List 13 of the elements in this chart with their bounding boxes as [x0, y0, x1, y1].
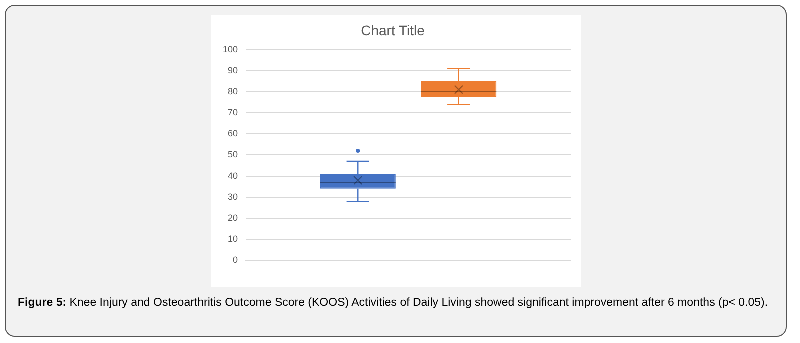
y-tick-label: 90	[228, 65, 238, 76]
y-tick-label: 40	[228, 170, 238, 181]
y-tick-label: 60	[228, 128, 238, 139]
chart-title: Chart Title	[361, 22, 426, 38]
caption: Figure 5: Knee Injury and Osteoarthritis Outcome Score (KOOS) Activities of Daily Living showed significant improvement after 6 months (p< 0.05).	[18, 296, 770, 310]
y-tick-label: 50	[228, 150, 238, 160]
y-tick-label: 70	[228, 108, 238, 118]
y-tick-label: 80	[228, 86, 238, 96]
y-tick-label: 100	[222, 44, 238, 54]
y-tick-label: 20	[228, 212, 238, 223]
y-tick-label: 0	[233, 255, 238, 266]
y-tick-label: 30	[228, 192, 238, 202]
y-tick-label: 10	[228, 234, 238, 244]
